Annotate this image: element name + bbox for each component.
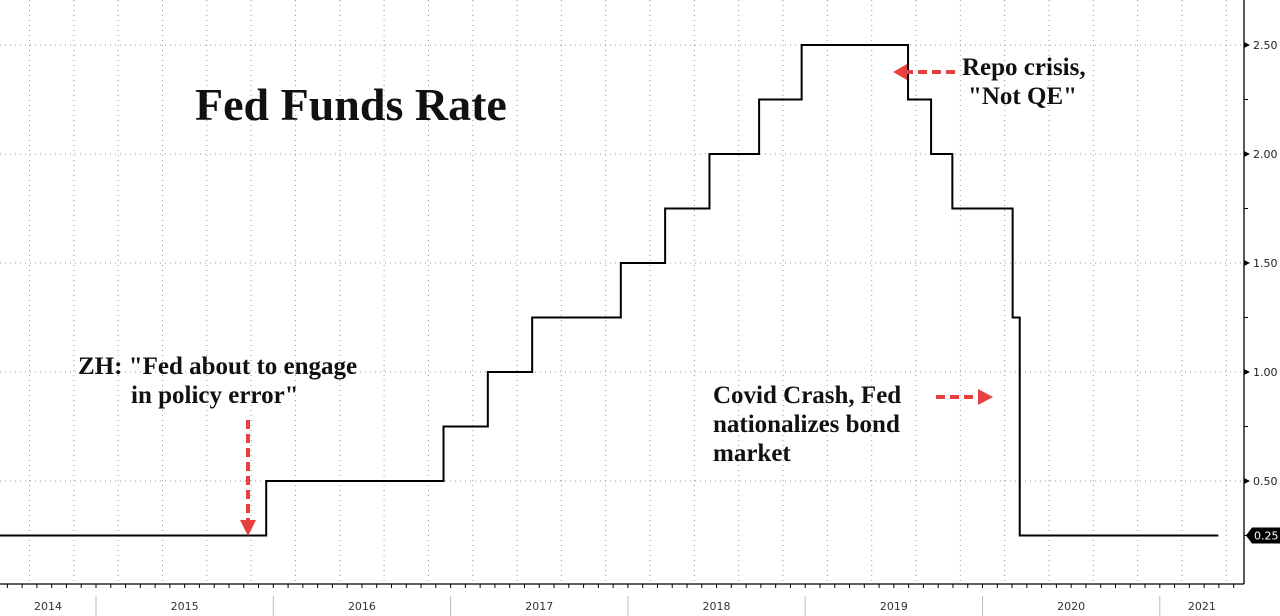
arrow-head-icon — [240, 520, 256, 536]
x-tick-label: 2021 — [1188, 600, 1216, 613]
annotation-line: ZH: "Fed about to engage — [78, 353, 358, 380]
last-value-badge — [1246, 527, 1280, 544]
y-tick-label: 2.50 — [1253, 39, 1278, 52]
arrow-head-icon — [893, 64, 907, 80]
series-line — [0, 44, 1219, 537]
x-tick-label: 2017 — [525, 600, 553, 613]
y-tick-label: 0.50 — [1253, 475, 1278, 488]
x-tick-label: 2020 — [1057, 600, 1085, 613]
annotation-line: in policy error" — [131, 382, 299, 409]
y-tick-mark — [1244, 478, 1250, 484]
annotation-repo-crisis: Repo crisis, "Not QE" — [962, 53, 1086, 111]
y-tick-label: 1.00 — [1253, 366, 1278, 379]
annotation-covid-crash: Covid Crash, Fed nationalizes bond marke… — [713, 381, 901, 468]
y-tick-label: 1.50 — [1253, 257, 1278, 270]
arrow-head-icon — [978, 389, 993, 405]
y-tick-mark — [1244, 151, 1250, 157]
x-tick-label: 2015 — [171, 600, 199, 613]
y-tick-mark — [1244, 260, 1250, 266]
x-tick-label: 2014 — [34, 600, 62, 613]
annotation-line: Covid Crash, Fed — [713, 382, 902, 409]
annotation-line: "Not QE" — [968, 83, 1078, 110]
y-tick-mark — [1244, 42, 1250, 48]
annotation-line: market — [713, 440, 791, 467]
annotation-zh-policy-error: ZH: "Fed about to engage in policy error… — [78, 352, 357, 410]
x-tick-label: 2018 — [703, 600, 731, 613]
annotation-line: Repo crisis, — [962, 54, 1086, 81]
annotation-line: nationalizes bond — [713, 411, 900, 438]
last-value-label: 0.25 — [1254, 530, 1279, 543]
y-tick-mark — [1244, 369, 1250, 375]
chart-title: Fed Funds Rate — [195, 79, 507, 130]
y-tick-label: 2.00 — [1253, 148, 1278, 161]
x-tick-label: 2016 — [348, 600, 376, 613]
x-tick-label: 2019 — [880, 600, 908, 613]
